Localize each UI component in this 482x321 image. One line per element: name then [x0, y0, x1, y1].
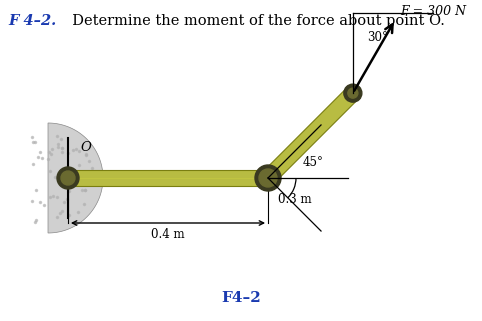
Circle shape	[259, 169, 277, 187]
Circle shape	[61, 171, 75, 185]
Text: F = 300 N: F = 300 N	[401, 4, 467, 18]
Text: 45°: 45°	[303, 156, 324, 169]
Polygon shape	[48, 123, 103, 233]
Polygon shape	[262, 88, 359, 184]
Text: F4–2: F4–2	[221, 291, 261, 305]
Circle shape	[255, 165, 281, 191]
Text: F 4–2.: F 4–2.	[8, 14, 56, 28]
Circle shape	[344, 84, 362, 102]
Circle shape	[348, 88, 358, 98]
Text: 0.4 m: 0.4 m	[151, 228, 185, 241]
Bar	[68, 170, 268, 186]
Circle shape	[57, 167, 79, 189]
Text: 30°: 30°	[367, 31, 388, 44]
Text: Determine the moment of the force about point O.: Determine the moment of the force about …	[63, 14, 445, 28]
Text: O: O	[80, 141, 91, 154]
Text: 0.3 m: 0.3 m	[278, 193, 312, 206]
